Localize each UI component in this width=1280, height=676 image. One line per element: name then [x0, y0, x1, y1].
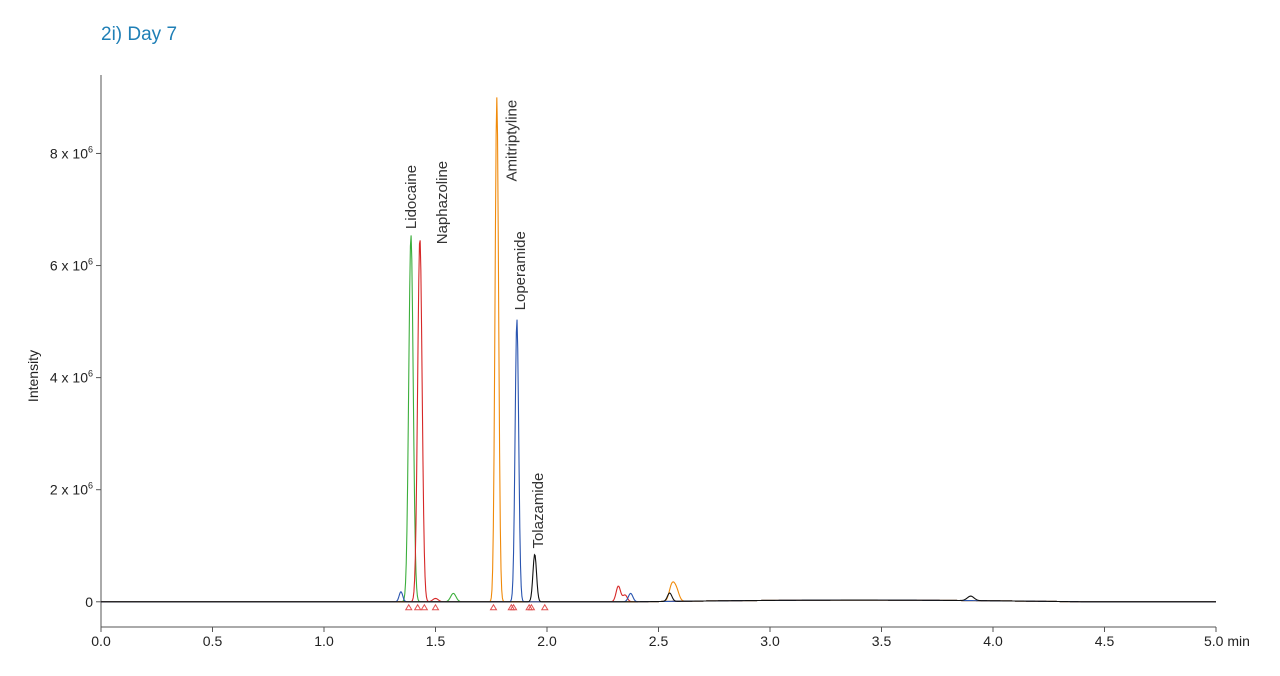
x-tick-label: 4.5 [1095, 633, 1115, 649]
peak-marker [431, 603, 440, 611]
peak-marker [420, 603, 429, 611]
peak-marker [413, 603, 422, 611]
y-tick-label: 4 x 106 [50, 369, 93, 386]
y-tick-label: 0 [85, 594, 93, 610]
series-line-2 [101, 97, 1216, 603]
peak-label: Loperamide [512, 231, 529, 310]
peak-marker [540, 603, 549, 611]
x-tick-label: 0.0 [91, 633, 111, 649]
y-tick-label: 8 x 106 [50, 144, 93, 161]
series-line-0 [101, 235, 1216, 603]
axes: 0.0 0.5 1.0 1.5 2.0 2.5 3.0 3.5 4.0 4.5 5.0 min 0 2 … [25, 75, 1250, 649]
traces [101, 97, 1216, 603]
peak-label: Lidocaine [403, 165, 420, 229]
y-axis-label: Intensity [25, 350, 41, 402]
series-line-4 [101, 553, 1216, 603]
x-tick-label: 2.5 [649, 633, 669, 649]
peak-markers [404, 603, 549, 611]
x-tick-label: 1.5 [426, 633, 446, 649]
x-tick-label: 3.5 [872, 633, 892, 649]
x-tick-label: 0.5 [203, 633, 223, 649]
x-tick-label: 3.0 [760, 633, 780, 649]
chart-title: 2i) Day 7 [101, 24, 178, 45]
peak-marker [509, 603, 518, 611]
peak-labels: Lidocaine Naphazoline Amitriptyline Loperam… [403, 100, 547, 549]
peak-marker [404, 603, 413, 611]
peak-label: Naphazoline [434, 161, 451, 244]
peak-marker [489, 603, 498, 611]
y-tick-label: 2 x 106 [50, 481, 93, 498]
x-tick-label: 4.0 [983, 633, 1003, 649]
x-tick-label: 1.0 [314, 633, 334, 649]
peak-label: Amitriptyline [503, 100, 520, 182]
x-tick-label: 5.0 min [1204, 633, 1250, 649]
peak-label: Tolazamide [530, 473, 547, 549]
series-line-3 [101, 319, 1216, 603]
x-tick-label: 2.0 [537, 633, 557, 649]
series-line-1 [101, 240, 1216, 603]
y-tick-label: 6 x 106 [50, 257, 93, 274]
peak-marker [527, 603, 536, 611]
